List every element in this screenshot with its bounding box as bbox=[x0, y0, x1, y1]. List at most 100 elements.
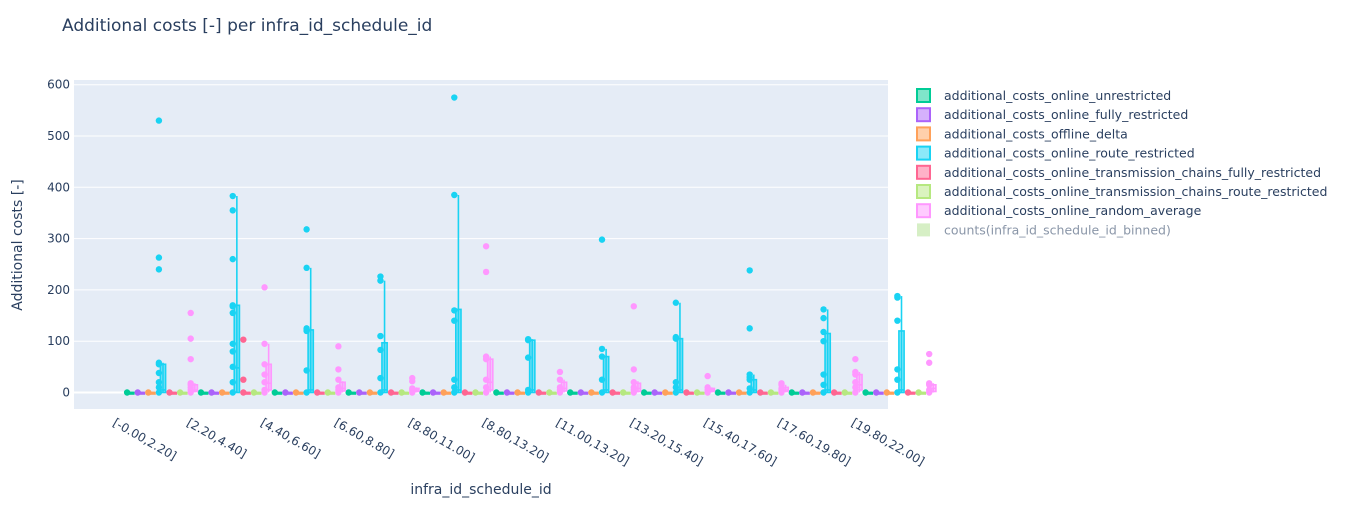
box bbox=[265, 363, 273, 391]
data-point bbox=[598, 353, 606, 360]
data-point bbox=[440, 389, 447, 396]
data-point bbox=[451, 384, 458, 391]
y-tick-label: 200 bbox=[47, 283, 70, 297]
legend-label: additional_costs_online_fully_restricted bbox=[944, 107, 1188, 122]
data-point bbox=[820, 306, 827, 313]
data-point bbox=[451, 94, 458, 101]
y-tick-label: 0 bbox=[62, 386, 70, 400]
data-point bbox=[535, 389, 542, 396]
data-point bbox=[377, 273, 384, 280]
data-point bbox=[155, 359, 163, 366]
x-tick-label: [8.80,11.00] bbox=[406, 415, 477, 464]
data-point bbox=[588, 389, 595, 396]
box bbox=[486, 358, 494, 391]
data-point bbox=[292, 389, 300, 396]
data-point bbox=[451, 317, 458, 324]
data-point bbox=[377, 389, 384, 396]
box bbox=[602, 355, 610, 394]
data-point bbox=[409, 374, 416, 382]
data-point bbox=[820, 381, 827, 389]
data-point bbox=[335, 384, 342, 391]
data-point bbox=[820, 328, 827, 336]
data-point bbox=[240, 376, 247, 383]
legend-item[interactable]: additional_costs_online_unrestricted bbox=[916, 88, 1171, 103]
data-point bbox=[482, 389, 490, 396]
data-point bbox=[482, 268, 490, 276]
data-point bbox=[155, 117, 163, 124]
legend-item[interactable]: additional_costs_offline_delta bbox=[916, 126, 1128, 142]
data-point bbox=[577, 389, 584, 396]
data-point bbox=[155, 266, 163, 273]
data-point bbox=[482, 376, 490, 383]
x-tick-label: [15.40,17.60] bbox=[701, 415, 779, 468]
data-point bbox=[123, 389, 131, 396]
data-point bbox=[218, 389, 226, 396]
data-point bbox=[672, 384, 680, 391]
legend-item[interactable]: additional_costs_online_random_average bbox=[916, 203, 1202, 219]
series-additional_costs_offline_delta bbox=[145, 389, 895, 396]
data-point bbox=[303, 226, 310, 233]
data-point bbox=[240, 336, 247, 343]
data-point bbox=[746, 325, 753, 332]
legend-item[interactable]: counts(infra_id_schedule_id_binned) bbox=[917, 222, 1171, 237]
data-point bbox=[155, 254, 163, 261]
data-point bbox=[693, 389, 701, 396]
data-point bbox=[229, 389, 236, 396]
data-point bbox=[598, 389, 606, 396]
data-point bbox=[630, 384, 637, 391]
data-point bbox=[261, 361, 268, 368]
data-point bbox=[208, 389, 215, 396]
data-point bbox=[852, 389, 859, 396]
data-point bbox=[926, 386, 933, 394]
data-point bbox=[894, 389, 901, 396]
box bbox=[898, 330, 905, 394]
data-point bbox=[377, 346, 384, 354]
data-point bbox=[482, 353, 490, 360]
box bbox=[528, 339, 536, 394]
data-point bbox=[672, 299, 680, 306]
legend-item[interactable]: additional_costs_online_transmission_cha… bbox=[916, 184, 1327, 199]
data-point bbox=[134, 389, 141, 396]
data-point bbox=[303, 389, 310, 396]
x-axis-title: infra_id_schedule_id bbox=[410, 482, 551, 498]
legend-item[interactable]: additional_costs_online_route_restricted bbox=[916, 145, 1195, 161]
data-point bbox=[524, 335, 532, 343]
data-point bbox=[567, 389, 574, 396]
data-point bbox=[873, 389, 880, 396]
data-point bbox=[261, 386, 268, 394]
data-point bbox=[366, 389, 374, 396]
data-point bbox=[894, 292, 901, 300]
plot-area bbox=[74, 80, 888, 409]
data-point bbox=[852, 368, 859, 376]
data-point bbox=[155, 389, 163, 396]
legend[interactable]: additional_costs_online_unrestrictedaddi… bbox=[916, 88, 1327, 237]
series-additional_costs_online_transmission_chains_route_restricted bbox=[176, 389, 927, 396]
legend-label: additional_costs_online_random_average bbox=[944, 203, 1202, 218]
data-point bbox=[556, 376, 564, 383]
data-point bbox=[451, 307, 458, 314]
data-point bbox=[735, 389, 743, 396]
data-point bbox=[503, 389, 511, 396]
data-point bbox=[229, 255, 236, 263]
data-point bbox=[862, 389, 869, 396]
data-point bbox=[915, 389, 922, 396]
data-point bbox=[546, 389, 553, 396]
data-point bbox=[493, 389, 500, 396]
legend-item[interactable]: additional_costs_online_fully_restricted bbox=[916, 107, 1188, 123]
data-point bbox=[556, 368, 564, 376]
data-point bbox=[229, 340, 236, 347]
legend-item[interactable]: additional_costs_online_transmission_cha… bbox=[916, 164, 1321, 180]
data-point bbox=[303, 264, 310, 272]
data-point bbox=[261, 284, 268, 291]
data-point bbox=[788, 389, 795, 396]
data-point bbox=[166, 389, 173, 396]
legend-swatch bbox=[916, 107, 931, 123]
data-point bbox=[820, 314, 827, 322]
data-point bbox=[926, 350, 933, 358]
data-point bbox=[778, 380, 785, 387]
box bbox=[824, 332, 832, 394]
data-point bbox=[524, 386, 532, 394]
data-point bbox=[852, 384, 859, 391]
legend-swatch bbox=[916, 126, 931, 142]
